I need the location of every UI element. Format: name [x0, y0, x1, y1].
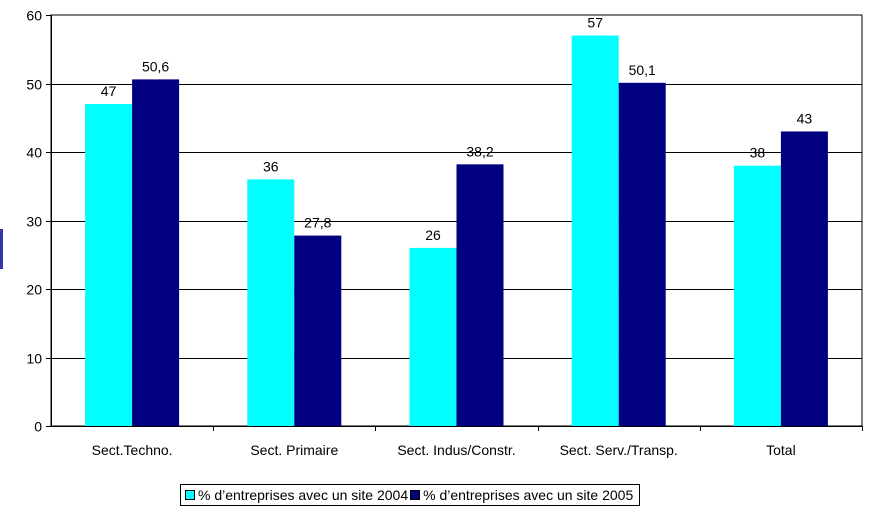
- legend: % d’entreprises avec un site 2004 % d’en…: [180, 484, 641, 506]
- x-tick-label: Sect.Techno.: [92, 442, 173, 458]
- y-tick-label: 50: [26, 77, 42, 93]
- data-label: 27,8: [304, 215, 331, 231]
- y-tick-label: 20: [26, 282, 42, 298]
- data-label: 47: [101, 83, 117, 99]
- left-edge-marker: [0, 229, 3, 269]
- bar-2005: [132, 79, 180, 426]
- data-label: 43: [797, 110, 813, 126]
- y-tick-label: 10: [26, 351, 42, 367]
- legend-item-2004: % d’entreprises avec un site 2004: [185, 487, 408, 503]
- legend-item-2005: % d’entreprises avec un site 2005: [410, 487, 633, 503]
- data-label: 38: [750, 145, 766, 161]
- data-labels: 47 50,6 36 27,8 26 38,2 57 50,1 38 43: [101, 15, 813, 243]
- legend-swatch-2004: [185, 490, 195, 500]
- x-tick-label: Sect. Serv./Transp.: [560, 442, 678, 458]
- bars: [85, 35, 828, 427]
- bar-2004: [85, 104, 133, 427]
- bar-2004: [571, 35, 619, 427]
- axes: 0 10 20 30 40 50 60 Sect.Techno. Sect. Primaire S…: [26, 8, 863, 458]
- y-tick-label: 40: [26, 145, 42, 161]
- bar-2005: [618, 82, 666, 426]
- y-tick-label: 0: [34, 419, 42, 435]
- data-label: 50,6: [142, 58, 169, 74]
- legend-label-2004: % d’entreprises avec un site 2004: [198, 487, 409, 503]
- bar-2005: [294, 235, 342, 426]
- bar-2004: [733, 165, 781, 426]
- data-label: 38,2: [466, 143, 493, 159]
- x-tick-label: Sect. Indus/Constr.: [397, 442, 515, 458]
- legend-label-2005: % d’entreprises avec un site 2005: [423, 487, 634, 503]
- bar-2004: [247, 179, 295, 426]
- bar-2004: [409, 247, 457, 426]
- data-label: 50,1: [629, 62, 656, 78]
- data-label: 36: [263, 158, 279, 174]
- legend-swatch-2005: [410, 490, 421, 500]
- y-tick-label: 30: [26, 214, 42, 230]
- bar-2005: [780, 131, 828, 426]
- x-tick-label: Total: [766, 442, 796, 458]
- x-tick-label: Sect. Primaire: [250, 442, 338, 458]
- bar-2005: [456, 164, 504, 426]
- data-label: 26: [425, 227, 441, 243]
- data-label: 57: [587, 15, 603, 31]
- y-tick-label: 60: [26, 8, 42, 24]
